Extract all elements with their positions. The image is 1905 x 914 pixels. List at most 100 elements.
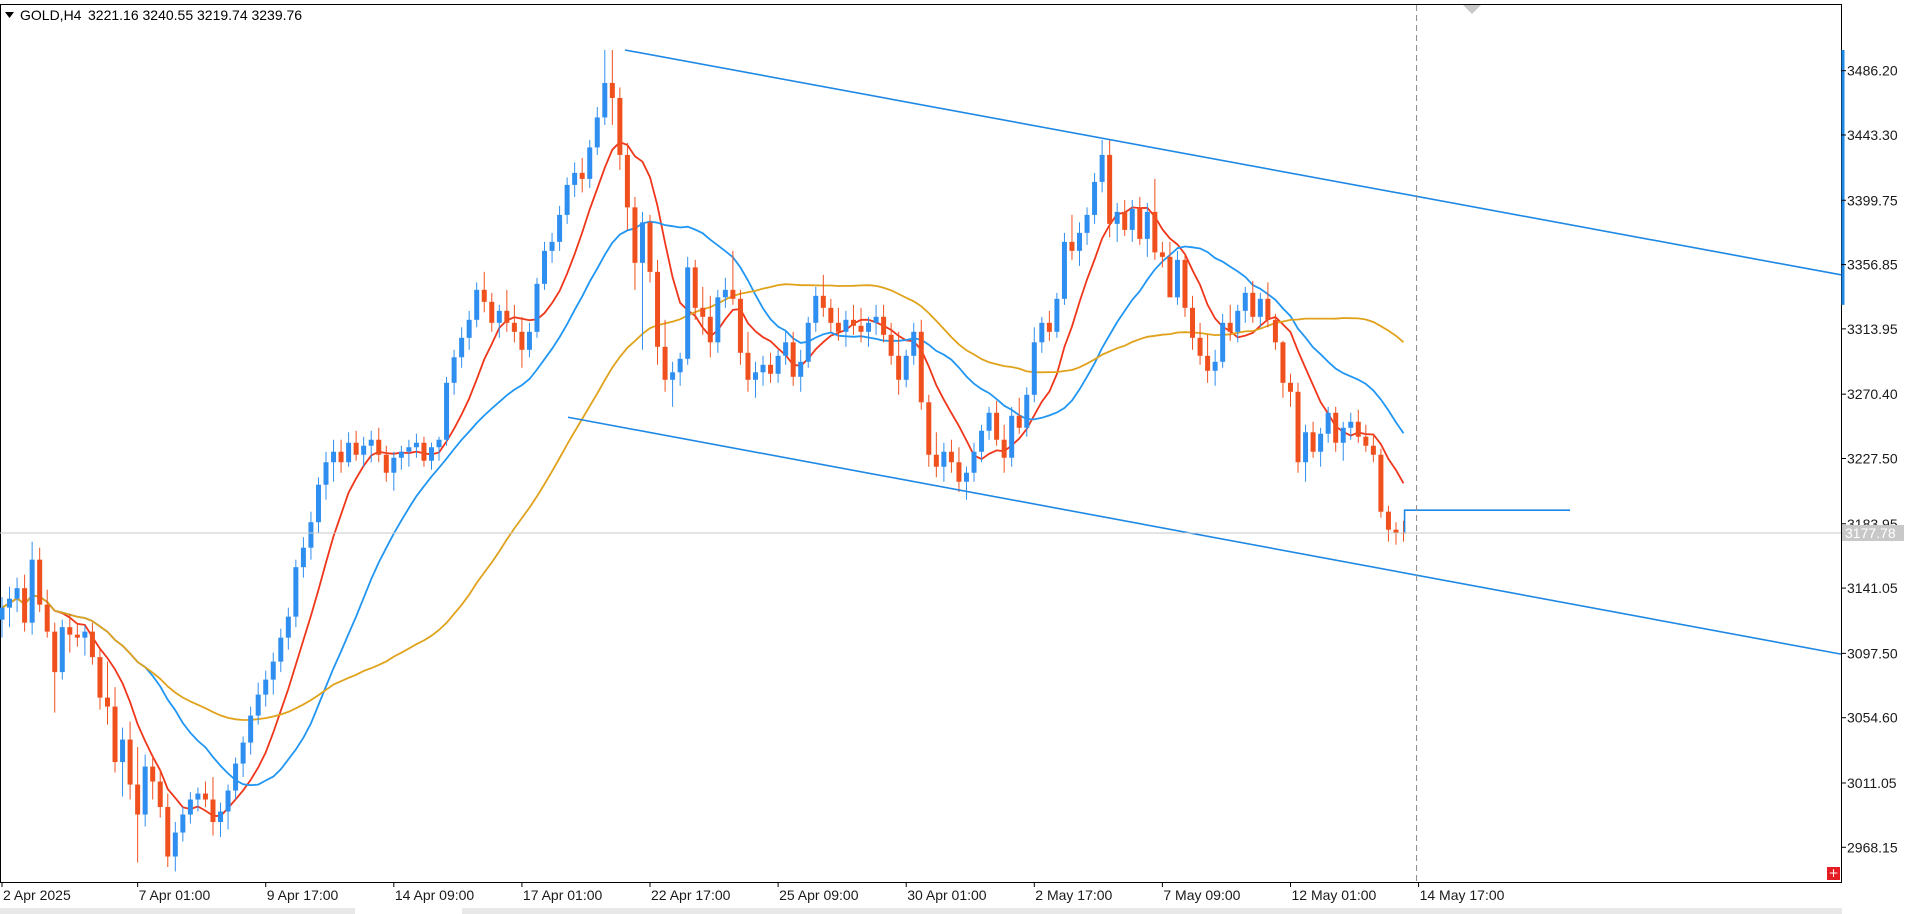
candle-body [722, 289, 728, 298]
channel-lower-line[interactable] [567, 416, 1842, 655]
candle-body [994, 412, 1000, 440]
candle-body [474, 289, 480, 320]
x-tick-label: 9 Apr 17:00 [267, 887, 339, 903]
candle-body [986, 412, 992, 431]
candle-body [632, 207, 638, 263]
candle-body [172, 832, 178, 857]
candle-body [1054, 298, 1060, 332]
candle-body [67, 627, 73, 635]
candle-body [1197, 337, 1203, 356]
candle-body [1061, 241, 1067, 299]
candle-body [127, 739, 133, 785]
x-tick-label: 2 May 17:00 [1035, 887, 1112, 903]
ohlc-values: 3221.16 3240.55 3219.74 3239.76 [88, 7, 302, 23]
candle-body [37, 559, 43, 605]
candle-body [391, 457, 397, 473]
candle-body [1152, 211, 1158, 253]
candle-body [44, 604, 50, 632]
candle-body [331, 451, 337, 463]
candle-body [413, 442, 419, 448]
candle-body [361, 445, 367, 455]
candle-body [1129, 208, 1135, 230]
channel-upper-line[interactable] [624, 49, 1842, 276]
candle-body [1046, 322, 1052, 332]
candle-body [97, 657, 103, 698]
price-axis[interactable]: 3486.20 3443.30 3399.75 3356.85 3313.95 3270.… [1841, 5, 1904, 882]
candle-body [624, 154, 630, 208]
candle-body [1174, 259, 1180, 298]
candle-body [338, 451, 344, 463]
candle-body [956, 462, 962, 482]
candle-body [263, 679, 269, 695]
candle-body [436, 439, 442, 448]
candle-body [798, 361, 804, 377]
x-tick-label: 2 Apr 2025 [3, 887, 71, 903]
candle-body [519, 331, 525, 350]
y-tick-label: 2968.15 [1847, 839, 1898, 855]
candle-body [579, 172, 585, 179]
candle-body [737, 298, 743, 353]
candle-body [1295, 391, 1301, 463]
candle-body [142, 766, 148, 815]
candle-body [775, 355, 781, 374]
candle-body [828, 307, 834, 323]
candle-body [346, 442, 352, 463]
candle-body [1084, 214, 1090, 233]
candle-body [180, 814, 186, 833]
candle-body [451, 357, 457, 383]
candle-body [655, 271, 661, 347]
candle-body [1235, 310, 1241, 332]
candle-body [1333, 412, 1339, 443]
candle-body [1092, 181, 1098, 215]
candle-body [881, 316, 887, 335]
candle-body [685, 267, 691, 359]
candle-body [353, 442, 359, 455]
candle-body [1242, 292, 1248, 311]
scrollbar-thumb[interactable] [462, 908, 1842, 914]
y-tick-label: 3313.95 [1847, 321, 1898, 337]
candle-body [1227, 322, 1233, 332]
y-tick-label: 3399.75 [1847, 192, 1898, 208]
candle-body [511, 322, 517, 332]
candle-body [1385, 511, 1391, 530]
candle-body [52, 631, 58, 673]
horizontal-ray-line[interactable] [1403, 509, 1570, 534]
time-axis[interactable]: 2 Apr 2025 7 Apr 01:00 9 Apr 17:00 14 Apr 0… [0, 882, 1842, 914]
close-indicator-icon[interactable] [1827, 867, 1840, 880]
candle-body [1340, 427, 1346, 443]
candle-body [911, 331, 917, 356]
candle-body [22, 588, 28, 623]
candle-body [1077, 232, 1083, 251]
candle-body [542, 250, 548, 284]
x-tick-label: 22 Apr 17:00 [651, 887, 731, 903]
candle-body [1009, 415, 1015, 458]
y-tick-label: 3486.20 [1847, 63, 1898, 79]
candle-body [489, 301, 495, 323]
triangle-down-icon[interactable] [5, 12, 14, 18]
x-tick-label: 30 Apr 01:00 [907, 887, 987, 903]
candle-body [1137, 208, 1143, 239]
candle-body [421, 442, 427, 461]
candle-body [300, 547, 306, 568]
candle-body [195, 793, 201, 800]
candle-body [858, 325, 864, 332]
candle-body [315, 484, 321, 523]
candle-body [104, 697, 110, 707]
candle-body [805, 322, 811, 362]
candle-body [368, 439, 374, 446]
candle-body [210, 799, 216, 823]
current-price-tag [1842, 525, 1904, 542]
candle-body [1069, 241, 1075, 251]
scrollbar-track[interactable] [0, 908, 355, 914]
candle-body [1220, 322, 1226, 362]
chart-shift-marker-icon[interactable] [1463, 5, 1481, 14]
candle-body [496, 310, 502, 323]
candle-body [459, 337, 465, 358]
candle-body [14, 588, 20, 599]
candle-body [609, 82, 615, 98]
symbol-label: GOLD,H4 [20, 7, 82, 23]
candle-body [670, 372, 676, 380]
candle-body [1122, 211, 1128, 230]
candle-body [647, 222, 653, 272]
